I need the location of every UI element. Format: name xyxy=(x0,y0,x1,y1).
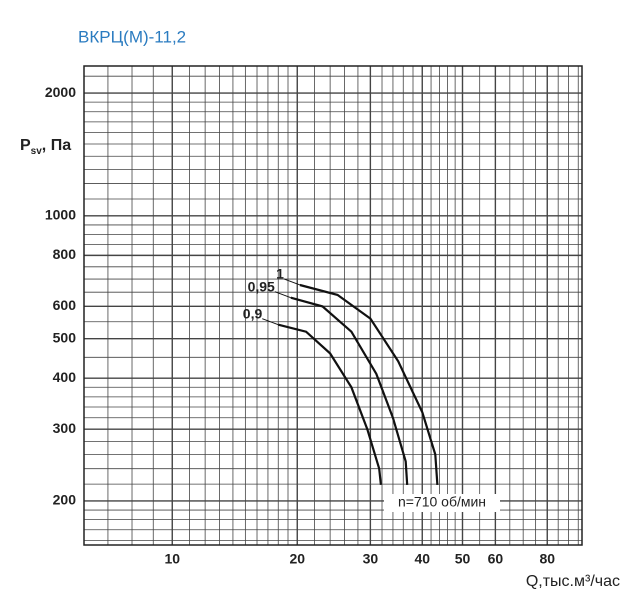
x-tick-label: 50 xyxy=(455,551,471,567)
x-tick-label: 20 xyxy=(289,551,305,567)
label-leader xyxy=(283,278,301,286)
x-tick-label: 10 xyxy=(164,551,180,567)
plot-frame xyxy=(83,65,583,546)
x-axis-label: Q,тыс.м³/час xyxy=(526,573,620,590)
curve-label: 0,95 xyxy=(248,278,275,294)
curve-label: 0,9 xyxy=(243,305,263,321)
x-tick-label: 30 xyxy=(363,551,379,567)
y-tick-label: 300 xyxy=(53,420,77,436)
label-leader xyxy=(274,291,292,299)
y-label-main: P xyxy=(20,137,31,154)
label-leader xyxy=(262,318,279,326)
y-label-sub: sv xyxy=(31,146,43,157)
y-tick-label: 200 xyxy=(53,492,77,508)
y-tick-label: 600 xyxy=(53,297,77,313)
y-tick-label: 800 xyxy=(53,246,77,262)
annotation: n=710 об/мин xyxy=(398,494,486,510)
curve-label: 1 xyxy=(276,266,284,282)
y-label-rest: , Па xyxy=(42,137,71,154)
curve xyxy=(290,296,409,485)
y-axis-label: Psv, Па xyxy=(20,137,71,156)
x-tick-label: 80 xyxy=(539,551,555,567)
annotation-bg xyxy=(384,494,500,512)
y-tick-label: 1000 xyxy=(45,207,76,223)
curve xyxy=(278,323,382,486)
y-tick-label: 500 xyxy=(53,329,77,345)
curve xyxy=(299,283,439,485)
y-tick-label: 2000 xyxy=(45,84,76,100)
y-tick-label: 400 xyxy=(53,369,77,385)
chart-title: ВКРЦ(М)-11,2 xyxy=(78,27,186,46)
x-tick-label: 60 xyxy=(488,551,504,567)
x-tick-label: 40 xyxy=(414,551,430,567)
